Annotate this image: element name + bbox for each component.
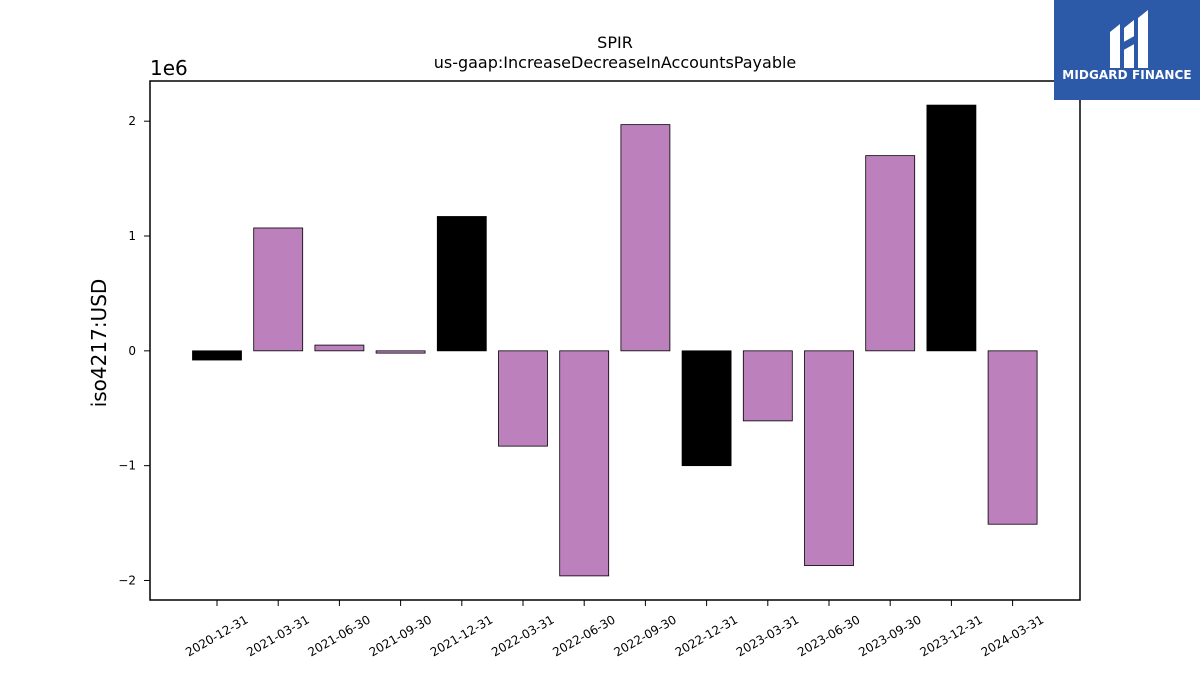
y-tick-label: −1: [118, 459, 136, 473]
bar-2022-12-31: [681, 350, 732, 467]
y-tick-label: 0: [128, 344, 136, 358]
x-tick-label: 2021-09-30: [367, 612, 434, 659]
x-tick-label: 2021-12-31: [428, 612, 495, 659]
bar-2023-12-31: [926, 104, 977, 352]
chart-title: SPIR: [597, 33, 633, 52]
bar-2021-09-30: [375, 350, 426, 354]
bar-2021-06-30: [314, 344, 365, 352]
x-tick-label: 2020-12-31: [183, 612, 250, 659]
chart-subtitle: us-gaap:IncreaseDecreaseInAccountsPayabl…: [434, 53, 797, 72]
x-tick-label: 2022-03-31: [489, 612, 556, 659]
x-tick-label: 2023-12-31: [917, 612, 984, 659]
x-tick-label: 2023-03-31: [734, 612, 801, 659]
y-offset-label: 1e6: [150, 56, 188, 80]
bar-2021-12-31: [436, 216, 487, 352]
y-tick-label: 2: [128, 114, 136, 128]
y-ticks-layer: −2 −1 0 1 2: [118, 114, 150, 587]
x-tick-label: 2024-03-31: [979, 612, 1046, 659]
bars-layer: [192, 104, 1038, 577]
bar-2024-03-31: [987, 350, 1038, 525]
bar-2023-09-30: [865, 155, 916, 352]
y-tick-label: 1: [128, 229, 136, 243]
bar-2022-06-30: [559, 350, 610, 577]
logo-mark-icon: [1110, 10, 1148, 68]
logo-name: MIDGARD FINANCE: [1062, 68, 1192, 82]
y-axis-label: iso4217:USD: [87, 279, 111, 408]
midgard-finance-logo: MIDGARD FINANCE: [1054, 0, 1200, 100]
x-tick-label: 2023-09-30: [856, 612, 923, 659]
x-ticks-layer: 2020-12-312021-03-312021-06-302021-09-30…: [183, 600, 1046, 659]
bar-2020-12-31: [192, 350, 242, 361]
x-tick-label: 2022-06-30: [550, 612, 617, 659]
bar-2022-09-30: [620, 124, 671, 352]
y-tick-label: −2: [118, 573, 136, 587]
plot-frame: [149, 80, 1081, 601]
x-tick-label: 2022-09-30: [611, 612, 678, 659]
x-tick-label: 2021-06-30: [305, 612, 372, 659]
x-tick-label: 2022-12-31: [673, 612, 740, 659]
x-tick-label: 2023-06-30: [795, 612, 862, 659]
bar-2021-03-31: [253, 227, 304, 352]
x-tick-label: 2021-03-31: [244, 612, 311, 659]
bar-2023-03-31: [742, 350, 793, 422]
bar-2022-03-31: [498, 350, 548, 447]
bar-2023-06-30: [804, 350, 854, 566]
